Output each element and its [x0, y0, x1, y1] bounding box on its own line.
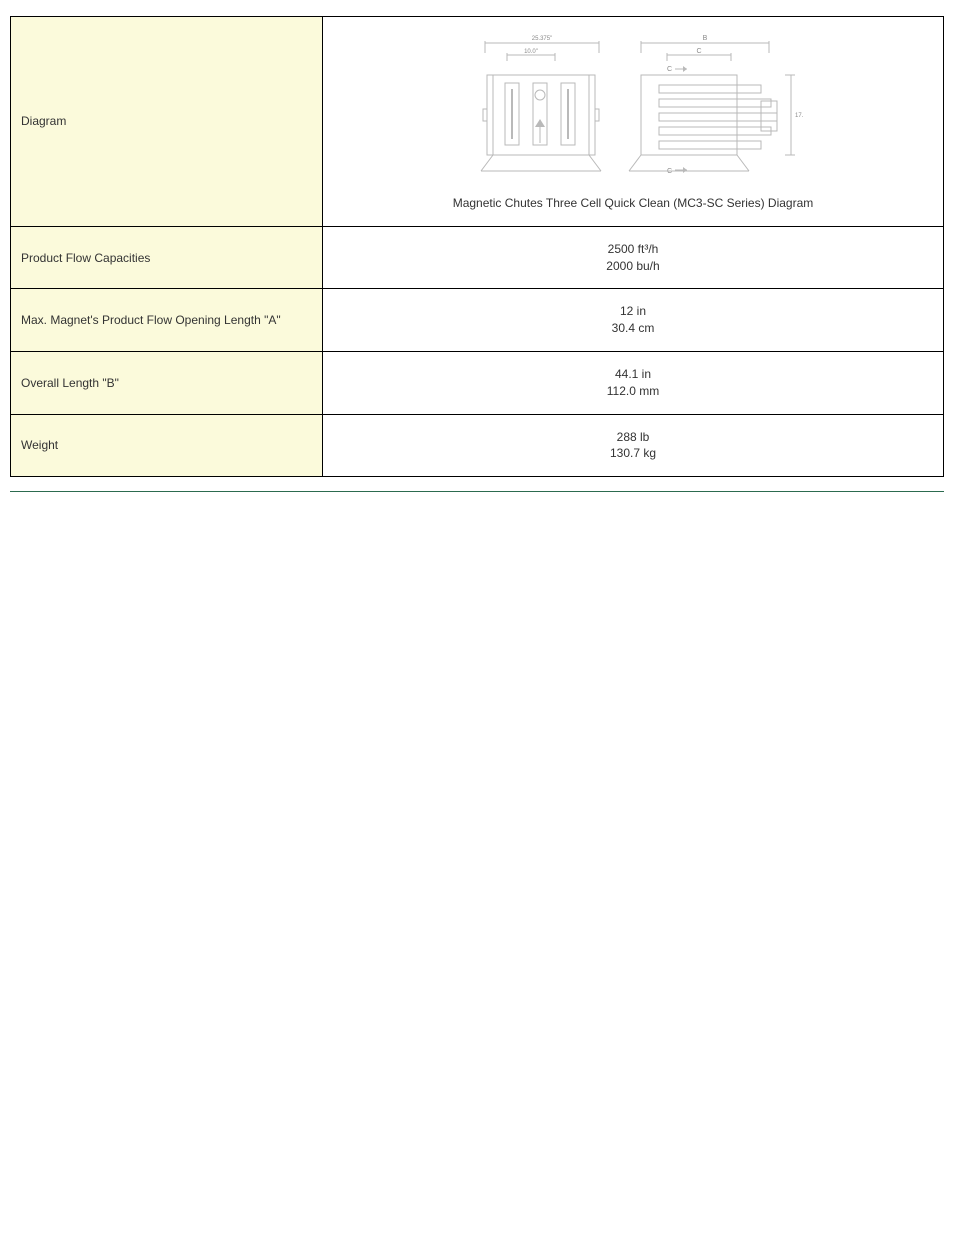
value-opening: 12 in 30.4 cm	[323, 289, 944, 352]
value-length: 44.1 in 112.0 mm	[323, 351, 944, 414]
flow-line1: 2500 ft³/h	[608, 242, 659, 256]
diagram-cell: 25.375" 10.0"	[323, 17, 944, 227]
diagram-caption: Magnetic Chutes Three Cell Quick Clean (…	[333, 195, 933, 212]
row-length: Overall Length "B" 44.1 in 112.0 mm	[11, 351, 944, 414]
dim-inner-left: 10.0"	[524, 49, 538, 55]
dim-top-left: 25.375"	[532, 36, 552, 42]
row-diagram: Diagram 25.375" 10.0"	[11, 17, 944, 227]
opening-line2: 30.4 cm	[612, 321, 655, 335]
label-opening: Max. Magnet's Product Flow Opening Lengt…	[11, 289, 323, 352]
dim-top-right: B	[703, 35, 708, 42]
opening-line1: 12 in	[620, 304, 646, 318]
schematic-svg: 25.375" 10.0"	[463, 31, 803, 183]
length-line2: 112.0 mm	[607, 384, 659, 398]
value-flow: 2500 ft³/h 2000 bu/h	[323, 226, 944, 289]
row-flow: Product Flow Capacities 2500 ft³/h 2000 …	[11, 226, 944, 289]
value-weight: 288 lb 130.7 kg	[323, 414, 944, 477]
flow-line2: 2000 bu/h	[606, 259, 659, 273]
weight-line1: 288 lb	[617, 430, 650, 444]
weight-line2: 130.7 kg	[610, 446, 656, 460]
row-opening: Max. Magnet's Product Flow Opening Lengt…	[11, 289, 944, 352]
label-length: Overall Length "B"	[11, 351, 323, 414]
dim-inner-right: C	[696, 48, 701, 55]
label-flow: Product Flow Capacities	[11, 226, 323, 289]
label-weight: Weight	[11, 414, 323, 477]
label-diagram: Diagram	[11, 17, 323, 227]
spec-table: Diagram 25.375" 10.0"	[10, 16, 944, 477]
row-weight: Weight 288 lb 130.7 kg	[11, 414, 944, 477]
length-line1: 44.1 in	[615, 367, 651, 381]
diagram-image: 25.375" 10.0"	[333, 31, 933, 183]
divider	[10, 491, 944, 492]
dim-height: 17.0	[795, 113, 803, 119]
dim-c-top: C	[667, 66, 672, 73]
